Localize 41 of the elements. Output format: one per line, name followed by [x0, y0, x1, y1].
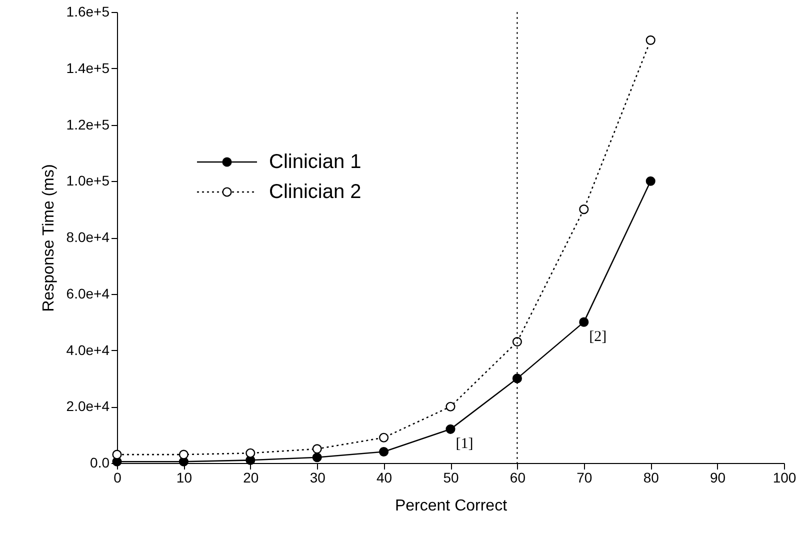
- y-tick-label: 1.6e+5: [66, 4, 110, 20]
- x-tick-label: 10: [176, 470, 192, 486]
- point: [446, 424, 456, 434]
- y-tick-label: 0.0: [90, 454, 110, 470]
- point: [112, 450, 122, 460]
- x-tick-label: 20: [243, 470, 259, 486]
- point: [312, 452, 322, 462]
- point: [178, 450, 188, 460]
- legend-label: Clinician 2: [269, 181, 362, 203]
- point: [579, 317, 589, 327]
- point: [246, 448, 256, 458]
- x-tick-label: 60: [510, 470, 526, 486]
- y-tick-label: 4.0e+4: [66, 342, 110, 358]
- point: [512, 337, 522, 347]
- point: [646, 176, 656, 186]
- point: [312, 444, 322, 454]
- point: [579, 204, 589, 214]
- x-tick-label: 50: [443, 470, 459, 486]
- x-tick-label: 0: [114, 470, 122, 486]
- y-tick-label: 1.0e+5: [66, 172, 110, 189]
- x-tick-label: 90: [710, 470, 726, 486]
- x-tick-label: 80: [643, 470, 660, 486]
- y-tick-label: 1.2e+5: [66, 116, 110, 132]
- point: [446, 402, 456, 412]
- x-tick-label: 100: [772, 470, 796, 486]
- x-tick-label: 70: [576, 470, 592, 486]
- y-tick-label: 8.0e+4: [66, 229, 110, 245]
- y-axis-title: Response Time (ms): [40, 164, 58, 312]
- point: [379, 446, 389, 456]
- legend-label: Clinician 1: [269, 151, 362, 173]
- point: [646, 35, 656, 45]
- x-axis-title: Percent Correct: [394, 498, 508, 514]
- x-tick-label: 30: [310, 470, 326, 486]
- annotation: [1]: [456, 436, 474, 452]
- point: [379, 432, 389, 442]
- y-tick-label: 1.4e+5: [66, 60, 110, 76]
- y-tick-label: 2.0e+4: [66, 398, 110, 414]
- annotation: [2]: [589, 329, 607, 346]
- point: [512, 374, 522, 384]
- x-tick-label: 40: [376, 470, 392, 486]
- y-tick-label: 6.0e+4: [66, 285, 110, 302]
